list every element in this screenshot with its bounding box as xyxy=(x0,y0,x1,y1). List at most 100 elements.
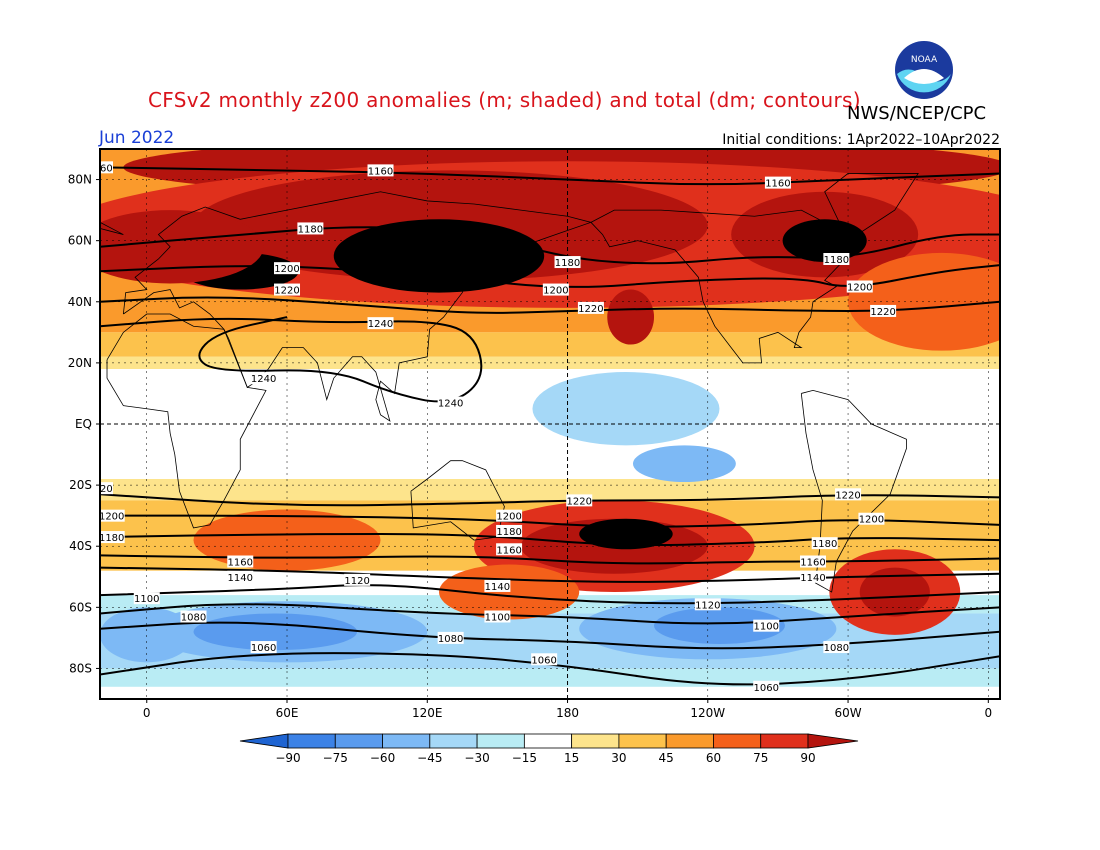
contour-label-box xyxy=(133,592,160,605)
contour-label: 1140 xyxy=(800,573,825,584)
contour-label: 1240 xyxy=(368,319,393,330)
contour-label: 1100 xyxy=(754,622,779,633)
latitude-label: 80S xyxy=(69,661,92,675)
coastline xyxy=(106,313,267,529)
coastline xyxy=(122,191,593,422)
colorbar-tick-label: −60 xyxy=(370,751,395,765)
contour-label-box xyxy=(250,372,277,385)
longitude-label: 120W xyxy=(690,706,725,720)
contour-label: 1200 xyxy=(496,512,521,523)
contour-label-box xyxy=(496,509,523,522)
contour-label: 1200 xyxy=(847,283,872,294)
longitude-label: 60E xyxy=(276,706,299,720)
colorbar-tick-label: 90 xyxy=(800,751,815,765)
contour-label-box xyxy=(274,283,301,296)
latitude-label: 60S xyxy=(69,600,92,614)
contour-label: 1080 xyxy=(438,634,463,645)
colorbar-tick-label: −75 xyxy=(323,751,348,765)
contour-label: 1200 xyxy=(274,264,299,275)
latitude-label: 20N xyxy=(68,356,92,370)
contour-label: 1100 xyxy=(134,594,159,605)
latitude-label: 40S xyxy=(69,539,92,553)
colorbar-segment xyxy=(713,733,762,749)
longitude-label: 0 xyxy=(143,706,151,720)
contour-label-box xyxy=(823,641,850,654)
contour-label: 1160 xyxy=(228,558,253,569)
contour-label-box xyxy=(344,573,371,586)
colorbar-segment xyxy=(523,733,573,749)
contour-label-box xyxy=(100,509,125,522)
contour-label-box xyxy=(846,280,873,293)
height-contour-1220 xyxy=(100,493,1000,507)
colorbar-tick-label: −90 xyxy=(275,751,300,765)
contour-label: 1200 xyxy=(99,512,124,523)
noaa-logo-icon: NOAA xyxy=(895,41,953,99)
height-contour-1220 xyxy=(100,296,1000,314)
contour-label-box xyxy=(227,555,254,568)
longitude-label: 120E xyxy=(412,706,443,720)
contour-label-box xyxy=(823,253,850,265)
contour-label: 1160 xyxy=(87,163,112,174)
contour-label-box xyxy=(835,488,862,501)
height-contour-1080 xyxy=(100,621,1000,650)
organization-label: NWS/NCEP/CPC xyxy=(847,103,987,124)
height-contour-1240 xyxy=(100,316,483,403)
height-contour-1120 xyxy=(100,584,1000,605)
contour-label: 1200 xyxy=(859,515,884,526)
anomaly-band xyxy=(100,332,1000,357)
contour-label: 1180 xyxy=(99,533,124,544)
chart-title: CFSv2 monthly z200 anomalies (m; shaded)… xyxy=(148,88,861,112)
colorbar-tick-label: −45 xyxy=(417,751,442,765)
colorbar-segment xyxy=(429,733,478,749)
longitude-label: 180 xyxy=(556,706,579,720)
coastline xyxy=(824,173,919,242)
contour-label-box xyxy=(484,610,511,623)
contour-label-box xyxy=(764,176,791,189)
latitude-label: 40N xyxy=(68,295,92,309)
colorbar-tick-label: 60 xyxy=(706,751,721,765)
coastline xyxy=(100,221,124,235)
contour-label-box xyxy=(694,598,721,611)
colorbar-segment xyxy=(571,733,620,749)
colorbar-low-arrow xyxy=(239,733,289,749)
positive-anomaly-area xyxy=(848,252,1000,351)
contour-label-box xyxy=(180,610,207,623)
negative-anomaly-area xyxy=(632,445,736,483)
contour-label: 1120 xyxy=(695,600,720,611)
colorbar-tick-label: 30 xyxy=(611,751,626,765)
contour-label: 1080 xyxy=(824,643,849,654)
contour-label: 1200 xyxy=(543,286,568,297)
contour-label: 1160 xyxy=(765,179,790,190)
colorbar-segment xyxy=(476,733,525,749)
latitude-label: 80N xyxy=(68,173,92,187)
colorbar-segment xyxy=(287,733,336,749)
contour-label: 1180 xyxy=(496,527,521,538)
contour-label-box xyxy=(437,631,464,644)
longitude-label: 0 xyxy=(984,706,992,720)
contour-label: 1120 xyxy=(344,576,369,587)
contour-label-box xyxy=(753,619,780,632)
contour-label-box xyxy=(753,680,780,693)
colorbar-segment xyxy=(618,733,667,749)
colorbar-tick-label: −15 xyxy=(512,751,537,765)
contour-label-box xyxy=(799,570,826,583)
contour-label: 1220 xyxy=(870,307,895,318)
contour-label-box xyxy=(870,304,897,317)
negative-anomaly-area xyxy=(654,607,785,645)
coastline xyxy=(410,460,505,541)
longitude-label: 60W xyxy=(834,706,861,720)
contour-label: 1160 xyxy=(368,166,393,177)
contour-label-box xyxy=(496,524,523,537)
coastlines xyxy=(100,173,919,593)
positive-anomaly-area xyxy=(782,219,867,263)
positive-anomaly-area xyxy=(607,289,655,345)
contour-label-box xyxy=(227,570,254,583)
forecast-month: Jun 2022 xyxy=(99,128,175,148)
negative-anomaly-area xyxy=(100,607,194,663)
colorbar-segment xyxy=(382,733,431,749)
latitude-label: 60N xyxy=(68,234,92,248)
contour-label: 1080 xyxy=(181,613,206,624)
colorbar-tick-label: 75 xyxy=(753,751,768,765)
contour-label: 1060 xyxy=(754,683,779,694)
